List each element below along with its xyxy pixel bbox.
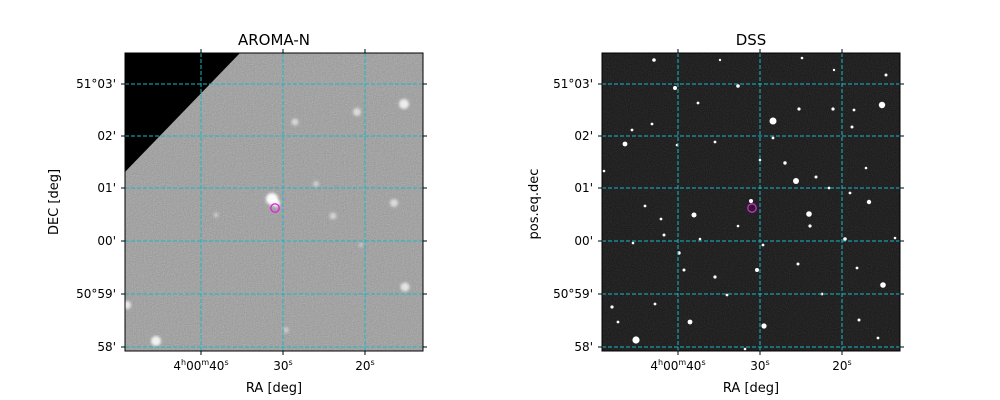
right-ytick-1: 02' (574, 129, 593, 143)
right-y-tick-labels: 51°03' 02' 01' 00' 50°59' 58' (553, 77, 593, 354)
right-xtick-0-s: 40 (686, 359, 701, 373)
right-xtick-1: 30s (750, 358, 769, 373)
left-xtick-1: 30s (273, 358, 292, 373)
left-xtick-0-s: 40 (209, 359, 224, 373)
right-xtick-2-s: 20 (832, 359, 847, 373)
right-panel-title: DSS (736, 31, 767, 49)
left-xtick-1-s: 30 (273, 359, 288, 373)
left-ytick-5: 58' (97, 340, 116, 354)
left-axes-frame (124, 52, 424, 352)
left-ytick-4: 50°59' (76, 287, 116, 301)
left-ytick-0: 51°03' (76, 77, 116, 91)
left-xtick-2: 20s (355, 358, 374, 373)
left-xtick-0: 4h00m40s (173, 358, 228, 373)
left-x-axis-label: RA [deg] (246, 381, 302, 396)
right-ticks (598, 49, 904, 355)
left-panel-title: AROMA-N (238, 31, 310, 49)
right-stars (602, 56, 897, 351)
right-xtick-0-h: 4 (650, 359, 658, 373)
left-y-axis-label: DEC [deg] (47, 169, 62, 235)
right-xtick-1-s: 30 (750, 359, 765, 373)
left-xtick-0-h: 4 (173, 359, 181, 373)
left-ticks (121, 49, 427, 355)
right-xtick-0-m: 00 (663, 359, 678, 373)
right-grid (602, 53, 900, 351)
left-target-marker (270, 203, 280, 213)
right-image (602, 53, 900, 351)
right-y-axis-label: pos.eq.dec (527, 169, 542, 240)
right-ytick-0: 51°03' (553, 77, 593, 91)
left-panel: AROMA-N (47, 31, 427, 396)
left-x-tick-labels: 4h00m40s 30s 20s (173, 358, 374, 373)
left-xtick-2-s: 20 (355, 359, 370, 373)
left-ytick-1: 02' (97, 129, 116, 143)
left-y-tick-labels: 51°03' 02' 01' 00' 50°59' 58' (76, 77, 116, 354)
left-ytick-3: 00' (97, 234, 116, 248)
left-image-masked-corner (125, 53, 240, 172)
right-x-axis-label: RA [deg] (723, 381, 779, 396)
right-x-tick-labels: 4h00m40s 30s 20s (650, 358, 851, 373)
right-xtick-2: 20s (832, 358, 851, 373)
right-ytick-4: 50°59' (553, 287, 593, 301)
left-xtick-0-m: 00 (186, 359, 201, 373)
right-axes-frame (601, 52, 901, 352)
right-ytick-3: 00' (574, 234, 593, 248)
right-target-marker (747, 203, 757, 213)
left-ytick-2: 01' (97, 181, 116, 195)
right-ytick-2: 01' (574, 181, 593, 195)
left-image (125, 53, 423, 351)
right-xtick-0: 4h00m40s (650, 358, 705, 373)
right-ytick-5: 58' (574, 340, 593, 354)
left-sources (125, 99, 410, 346)
left-grid (125, 53, 423, 351)
right-panel: DSS (527, 31, 904, 396)
